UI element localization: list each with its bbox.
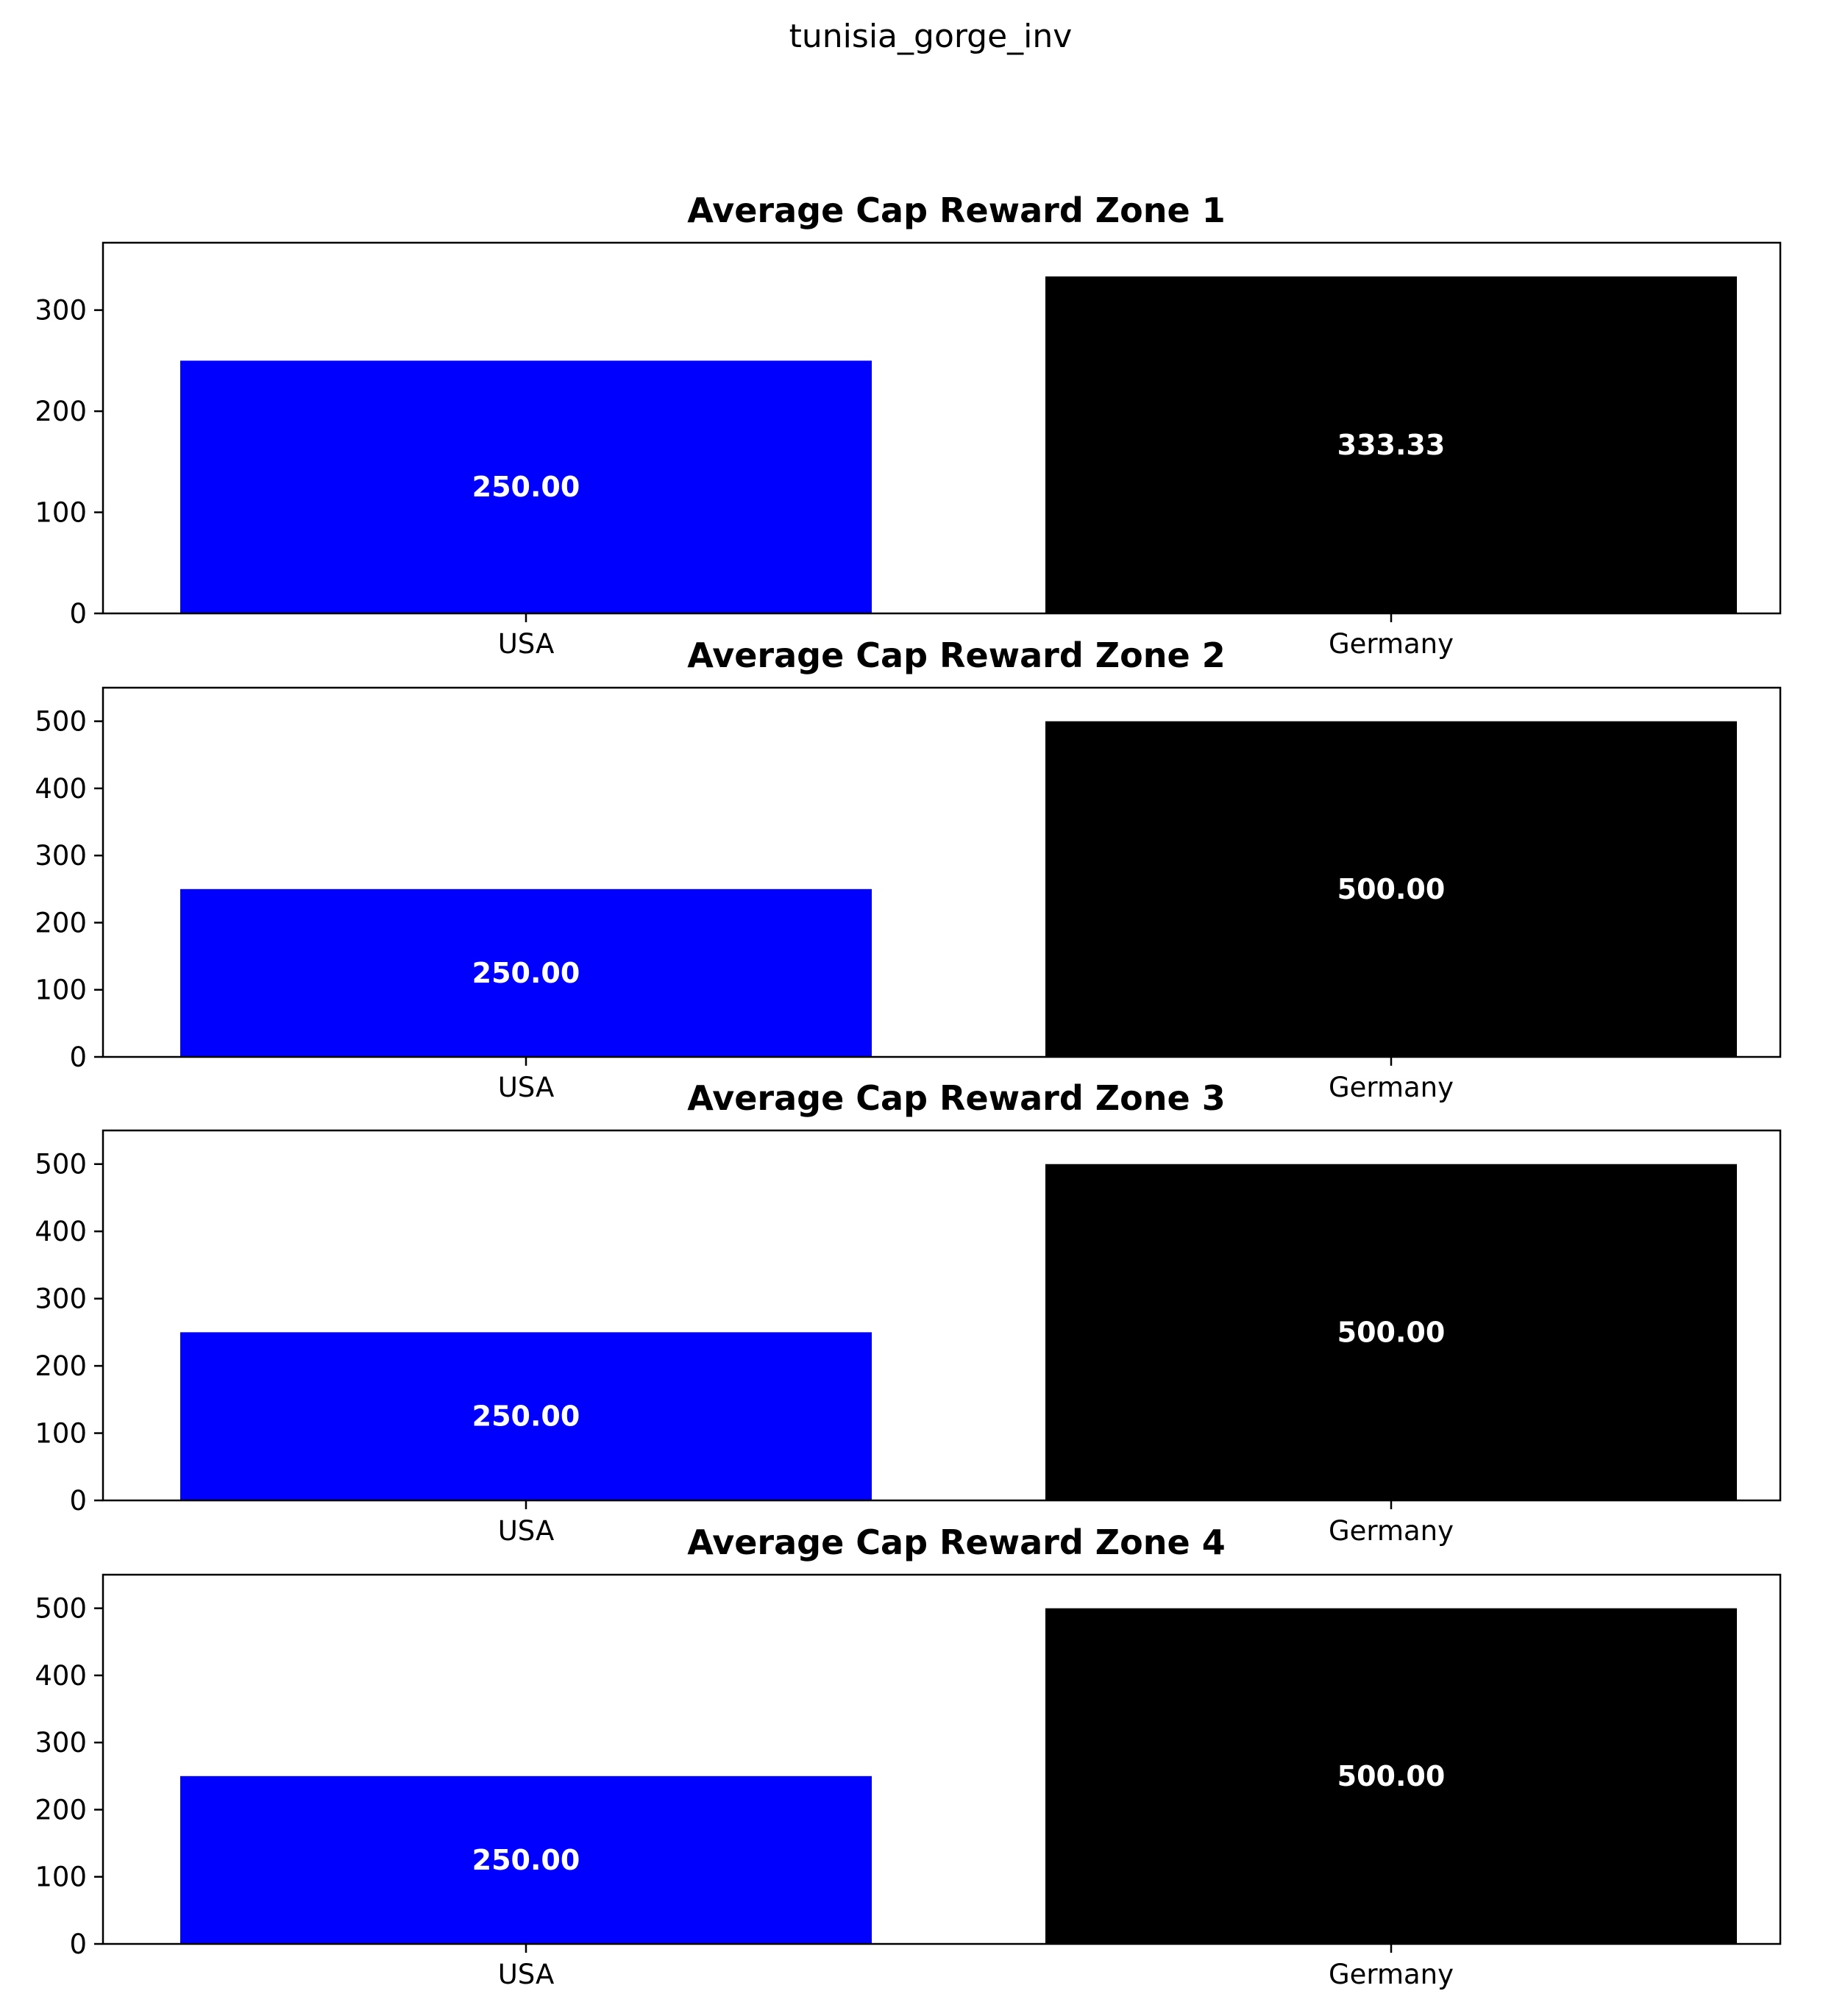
bar-usa-zone-2 [180,888,872,1057]
ytick-label: 500 [35,1149,87,1180]
value-label-germany-zone-4: 500.00 [1337,1760,1446,1792]
subplot-4-frame [102,1573,1782,1945]
ytick-label: 100 [35,1862,87,1893]
ytick-label: 100 [35,497,87,529]
xtick-label: Germany [1329,1072,1454,1103]
value-label-usa-zone-3: 250.00 [472,1400,580,1433]
bar-germany-zone-1 [1045,276,1737,613]
subplot-1-frame [102,241,1782,615]
ytick-label: 0 [69,598,87,630]
ytick-label: 200 [35,1794,87,1826]
xtick-label: USA [498,1959,555,1990]
ytick-label: 400 [35,773,87,805]
bar-usa-zone-4 [180,1775,872,1944]
xtick-label: USA [498,1515,555,1547]
xtick-label: USA [498,1072,555,1103]
subplot-3-title: Average Cap Reward Zone 3 [687,1078,1225,1118]
subplot-1: Average Cap Reward Zone 1 250.00 333.33 0 10… [35,190,1782,660]
ytick-label: 200 [35,396,87,427]
subplot-2-title: Average Cap Reward Zone 2 [687,635,1225,675]
ytick-label: 300 [35,1283,87,1315]
ytick-label: 400 [35,1660,87,1692]
value-label-usa-zone-2: 250.00 [472,957,580,989]
subplot-1-title: Average Cap Reward Zone 1 [687,190,1225,230]
xtick-label: Germany [1329,1515,1454,1547]
ytick-label: 300 [35,295,87,327]
value-label-germany-zone-3: 500.00 [1337,1316,1446,1348]
ytick-label: 100 [35,1418,87,1450]
value-label-germany-zone-1: 333.33 [1337,429,1446,461]
ytick-label: 400 [35,1216,87,1247]
ytick-label: 300 [35,840,87,872]
subplots: Average Cap Reward Zone 1 250.00 333.33 0 10… [35,190,1782,1990]
subplot-2-frame [102,686,1782,1058]
xtick-label: Germany [1329,628,1454,660]
value-label-usa-zone-1: 250.00 [472,471,580,503]
subplot-3-frame [102,1129,1782,1502]
xtick-label: USA [498,628,555,660]
xtick-label: Germany [1329,1959,1454,1990]
ytick-label: 500 [35,706,87,738]
ytick-label: 0 [69,1485,87,1517]
bar-germany-zone-3 [1045,1164,1737,1500]
value-label-usa-zone-4: 250.00 [472,1844,580,1876]
ytick-label: 100 [35,975,87,1006]
subplot-3: Average Cap Reward Zone 3 250.00 500.00 0 10… [35,1078,1782,1547]
ytick-label: 200 [35,907,87,938]
bar-germany-zone-4 [1045,1608,1737,1944]
ytick-label: 300 [35,1727,87,1759]
ytick-label: 0 [69,1928,87,1960]
value-label-germany-zone-2: 500.00 [1337,873,1446,905]
bar-usa-zone-1 [180,360,872,613]
subplot-4-title: Average Cap Reward Zone 4 [687,1522,1225,1562]
bar-usa-zone-3 [180,1332,872,1500]
ytick-label: 0 [69,1041,87,1073]
subplot-4: Average Cap Reward Zone 4 250.00 500.00 0 10… [35,1522,1782,1990]
figure-title: tunisia_gorge_inv [789,18,1073,55]
bar-germany-zone-2 [1045,721,1737,1057]
subplot-2: Average Cap Reward Zone 2 250.00 500.00 0 10… [35,635,1782,1103]
ytick-label: 500 [35,1593,87,1625]
ytick-label: 200 [35,1350,87,1382]
